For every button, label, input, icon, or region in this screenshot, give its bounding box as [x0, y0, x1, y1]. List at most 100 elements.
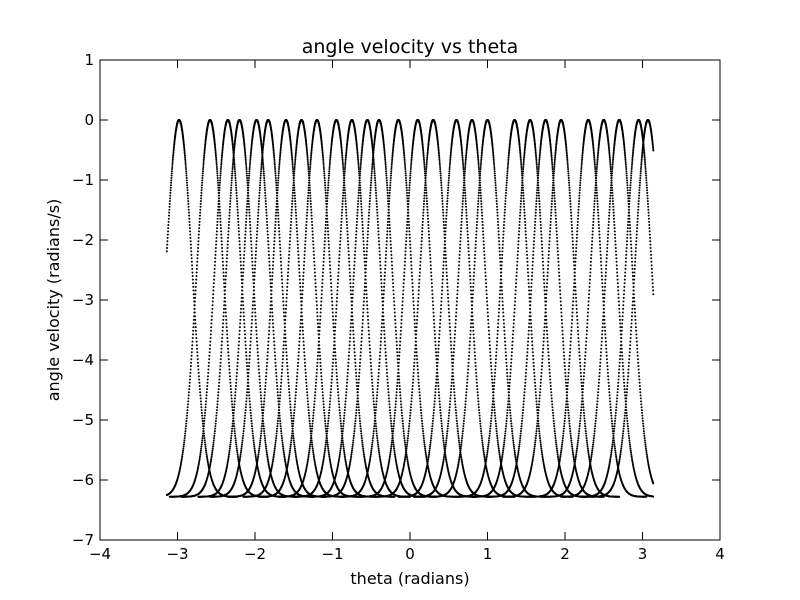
- data-point: [216, 403, 219, 406]
- data-point: [248, 170, 251, 173]
- data-point: [328, 455, 331, 458]
- data-point: [318, 337, 321, 340]
- data-point: [167, 217, 170, 220]
- data-point: [276, 427, 279, 430]
- data-point: [254, 455, 257, 458]
- data-point: [243, 318, 246, 321]
- data-point: [192, 329, 195, 332]
- data-point: [244, 236, 247, 239]
- data-point: [246, 191, 249, 194]
- data-point: [279, 154, 282, 157]
- data-point: [309, 191, 312, 194]
- data-point: [232, 158, 235, 161]
- data-point: [234, 181, 237, 184]
- data-point: [296, 375, 299, 378]
- data-point: [355, 371, 358, 374]
- data-point: [206, 460, 209, 463]
- data-point: [251, 430, 254, 433]
- data-point: [303, 257, 306, 260]
- data-point: [258, 186, 261, 189]
- data-point: [227, 354, 230, 357]
- data-point: [363, 455, 366, 458]
- data-point: [274, 217, 277, 220]
- data-point: [328, 453, 331, 456]
- data-point: [200, 447, 203, 450]
- data-point: [297, 361, 300, 364]
- data-point: [250, 425, 253, 428]
- data-point: [293, 172, 296, 175]
- data-point: [264, 441, 267, 444]
- data-point: [261, 417, 264, 420]
- data-point: [248, 354, 251, 357]
- data-point: [306, 156, 309, 159]
- data-point: [318, 354, 321, 357]
- data-point: [303, 358, 306, 361]
- data-point: [212, 285, 215, 288]
- data-point: [308, 170, 311, 173]
- data-point: [234, 174, 237, 177]
- data-point: [294, 202, 297, 205]
- data-point: [316, 315, 319, 318]
- data-point: [215, 414, 218, 417]
- data-point: [265, 451, 268, 454]
- data-point: [293, 163, 296, 166]
- data-point: [289, 447, 292, 450]
- data-point: [264, 378, 267, 381]
- data-point: [243, 326, 246, 329]
- data-point: [217, 388, 220, 391]
- data-point: [322, 397, 325, 400]
- data-point: [169, 191, 172, 194]
- data-point: [250, 417, 253, 420]
- data-point: [299, 285, 302, 288]
- data-point: [315, 375, 318, 378]
- data-point: [260, 430, 263, 433]
- data-point: [331, 307, 334, 310]
- data-point: [306, 394, 309, 397]
- data-point: [186, 186, 189, 189]
- data-point: [266, 230, 269, 233]
- data-point: [275, 432, 278, 435]
- data-point: [294, 156, 297, 159]
- data-point: [172, 156, 175, 159]
- data-point: [287, 375, 290, 378]
- data-point: [236, 451, 239, 454]
- data-point: [237, 347, 240, 350]
- data-point: [305, 381, 308, 384]
- data-point: [337, 391, 340, 394]
- data-point: [290, 417, 293, 420]
- data-point: [168, 211, 171, 214]
- data-point: [269, 300, 272, 303]
- data-point: [285, 358, 288, 361]
- data-point: [214, 151, 217, 154]
- data-point: [260, 427, 263, 430]
- data-point: [233, 430, 236, 433]
- data-point: [214, 260, 217, 263]
- data-point: [274, 172, 277, 175]
- data-point: [312, 449, 314, 452]
- data-point: [255, 246, 258, 249]
- data-point: [169, 189, 172, 192]
- data-point: [302, 337, 305, 340]
- data-point: [212, 439, 215, 442]
- data-point: [189, 230, 192, 233]
- data-point: [213, 278, 216, 281]
- data-point: [239, 260, 242, 263]
- data-point: [200, 406, 203, 409]
- data-point: [229, 439, 232, 442]
- data-point: [217, 202, 220, 205]
- data-point: [220, 240, 223, 243]
- data-point: [362, 447, 365, 450]
- data-point: [259, 394, 262, 397]
- data-point: [234, 172, 237, 175]
- data-point: [309, 168, 312, 171]
- data-point: [185, 422, 188, 425]
- data-point: [263, 174, 265, 177]
- data-point: [222, 278, 225, 281]
- data-point: [259, 388, 262, 391]
- data-point: [200, 197, 203, 200]
- data-point: [280, 430, 283, 433]
- data-point: [297, 253, 300, 256]
- data-point: [323, 411, 326, 414]
- data-point: [273, 351, 276, 354]
- data-point: [310, 220, 313, 223]
